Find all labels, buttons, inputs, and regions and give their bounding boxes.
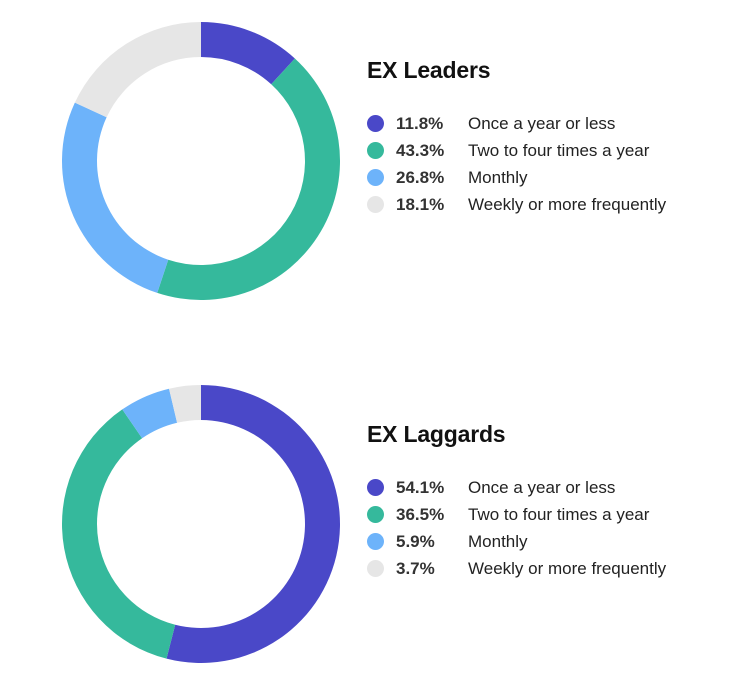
legend-swatch bbox=[367, 479, 384, 496]
donut-slice-monthly bbox=[122, 388, 178, 439]
legend-item-two-to-four-times-a-year: 36.5% Two to four times a year bbox=[367, 501, 666, 528]
legend-swatch bbox=[367, 142, 384, 159]
legend-label: Once a year or less bbox=[468, 113, 616, 133]
legend-item-once-a-year-or-less: 11.8% Once a year or less bbox=[367, 110, 666, 137]
legend-item-weekly-or-more-frequently: 3.7% Weekly or more frequently bbox=[367, 555, 666, 582]
legend-value: 11.8% bbox=[396, 113, 444, 133]
legend-item-weekly-or-more-frequently: 18.1% Weekly or more frequently bbox=[367, 191, 666, 218]
ex-laggards-donut-chart bbox=[62, 385, 340, 663]
legend-label: Weekly or more frequently bbox=[468, 194, 667, 214]
ex-laggards-legend: EX Laggards 54.1% Once a year or less 36… bbox=[367, 419, 666, 582]
legend-label: Weekly or more frequently bbox=[468, 558, 667, 578]
donut-slice-two-to-four-times-a-year bbox=[62, 409, 176, 659]
legend-swatch bbox=[367, 169, 384, 186]
legend-label: Two to four times a year bbox=[468, 504, 650, 524]
legend-label: Two to four times a year bbox=[468, 140, 650, 160]
donut-slice-once-a-year-or-less bbox=[201, 22, 295, 85]
legend-swatch bbox=[367, 196, 384, 213]
legend-value: 5.9% bbox=[396, 531, 435, 551]
legend-value: 54.1% bbox=[396, 477, 445, 497]
legend-label: Once a year or less bbox=[468, 477, 616, 497]
ex-leaders-donut-chart bbox=[62, 22, 340, 300]
donut-slice-weekly-or-more-frequently bbox=[169, 385, 201, 423]
legend-item-two-to-four-times-a-year: 43.3% Two to four times a year bbox=[367, 137, 666, 164]
donut-slice-two-to-four-times-a-year bbox=[157, 58, 340, 300]
legend-value: 18.1% bbox=[396, 194, 445, 214]
chart-title: EX Laggards bbox=[367, 421, 506, 447]
legend-swatch bbox=[367, 533, 384, 550]
legend-value: 36.5% bbox=[396, 504, 445, 524]
chart-title: EX Leaders bbox=[367, 57, 491, 83]
legend-value: 3.7% bbox=[396, 558, 435, 578]
legend-value: 43.3% bbox=[396, 140, 445, 160]
legend-swatch bbox=[367, 560, 384, 577]
legend-swatch bbox=[367, 115, 384, 132]
ex-leaders-legend: EX Leaders 11.8% Once a year or less 43.… bbox=[367, 55, 666, 218]
donut-slice-weekly-or-more-frequently bbox=[74, 22, 201, 118]
donut-slice-monthly bbox=[62, 102, 169, 293]
legend-item-once-a-year-or-less: 54.1% Once a year or less bbox=[367, 474, 666, 501]
legend-label: Monthly bbox=[468, 167, 528, 187]
legend-item-monthly: 26.8% Monthly bbox=[367, 164, 666, 191]
legend-label: Monthly bbox=[468, 531, 528, 551]
legend-value: 26.8% bbox=[396, 167, 445, 187]
legend-item-monthly: 5.9% Monthly bbox=[367, 528, 666, 555]
donut-slice-once-a-year-or-less bbox=[166, 385, 340, 663]
legend-swatch bbox=[367, 506, 384, 523]
